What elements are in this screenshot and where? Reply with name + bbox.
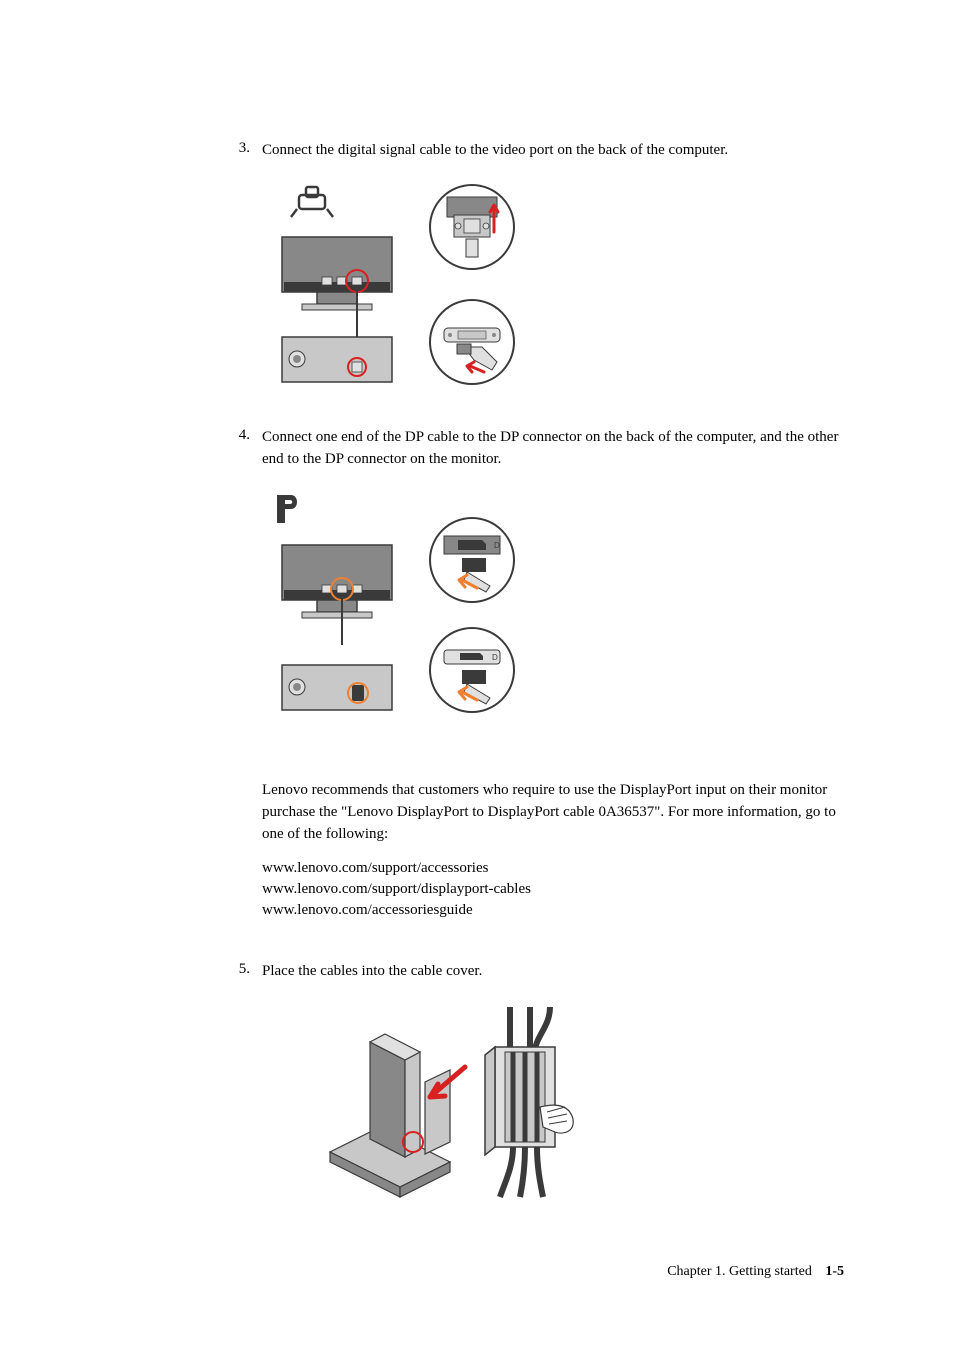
dp-cable-diagram: D D [262, 490, 532, 750]
footer-page: 1-5 [825, 1264, 844, 1279]
dp-note-links: www.lenovo.com/support/accessories www.l… [262, 858, 844, 921]
step-3: 3. Connect the digital signal cable to t… [230, 140, 844, 402]
link-dp-cables: www.lenovo.com/support/displayport-cable… [262, 879, 844, 900]
step-4-diagram: D D [262, 490, 844, 750]
step-5-text: Place the cables into the cable cover. [262, 961, 844, 983]
dp-note-paragraph: Lenovo recommends that customers who req… [262, 780, 844, 845]
step-3-diagram [262, 182, 844, 402]
link-accessories-guide: www.lenovo.com/accessoriesguide [262, 900, 844, 921]
step-5-number: 5. [230, 961, 250, 978]
step-3-text: Connect the digital signal cable to the … [262, 140, 844, 162]
svg-text:D: D [494, 541, 500, 550]
step-4-text: Connect one end of the DP cable to the D… [262, 427, 844, 471]
step-5-diagram [290, 1002, 844, 1202]
step-3-number: 3. [230, 140, 250, 157]
link-accessories: www.lenovo.com/support/accessories [262, 858, 844, 879]
page-footer: Chapter 1. Getting started 1-5 [667, 1264, 844, 1280]
step-5: 5. Place the cables into the cable cover… [230, 961, 844, 1203]
digital-cable-diagram [262, 182, 532, 402]
footer-chapter: Chapter 1. Getting started [667, 1264, 812, 1279]
step-4-number: 4. [230, 427, 250, 444]
step-4: 4. Connect one end of the DP cable to th… [230, 427, 844, 921]
cable-cover-diagram [290, 1002, 590, 1202]
svg-text:D: D [492, 653, 498, 662]
